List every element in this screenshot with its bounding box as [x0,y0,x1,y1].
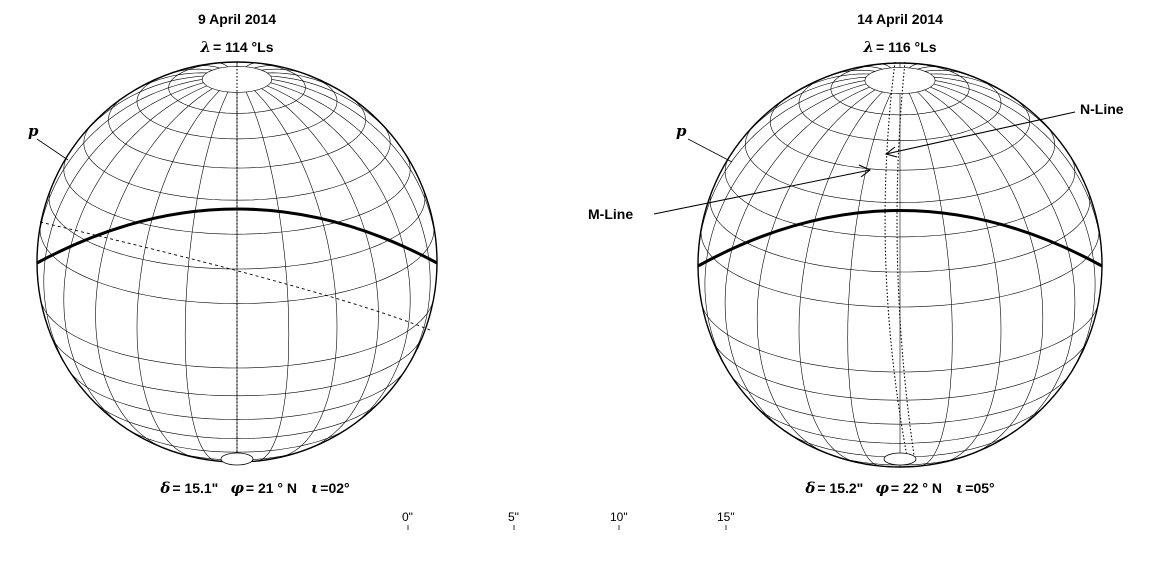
globe-2-dotted-line-b [896,61,916,463]
globe-2-meridian [724,86,870,434]
globe-2-date: 14 April 2014 [857,11,943,27]
globe-2: 14 April 2014 λ = 116 °Ls p N-Line M-Line… [588,11,1124,497]
globe-2-meridian [798,91,883,463]
globe-2-meridian [933,83,1096,382]
globe-2-lambda-symbol: λ [862,38,874,56]
globe-1-iota-value: =02° [320,480,349,496]
globe-1-pole-label: p [28,122,39,140]
globe-1: 9 April 2014 λ = 114 °Ls p δ = 15.1" φ = 21 … [28,11,438,497]
globe-2-meridian [908,93,953,467]
globe-2-m-line-arrowhead [858,164,872,178]
globe-1-meridian [63,85,208,429]
globe-2-south-pole-cap [883,452,917,466]
globe-2-parameters: δ = 15.2" φ = 22 ° N ι =05° [804,479,994,497]
globe-2-lambda: λ = 116 °Ls [862,38,936,56]
globe-1-meridian [95,88,213,450]
scale-tick-15: 15" [717,510,735,524]
globe-2-m-line-label: M-Line [588,206,633,222]
scale-tick-5: 5" [508,510,519,524]
globe-2-delta-symbol: δ [804,479,815,497]
globe-2-delta-value: = 15.2" [817,480,863,496]
globe-1-meridian [245,62,257,68]
angular-scale: 0" 5" 10" 15" [402,510,735,530]
globe-1-lambda-value: = 114 °Ls [213,39,274,55]
globe-1-meridian [261,88,379,450]
globe-1-date: 9 April 2014 [198,11,276,27]
globe-1-meridian [254,90,338,458]
scale-tick-0: 0" [402,510,413,524]
globe-1-meridian [43,82,204,377]
globe-1-parameters: δ = 15.1" φ = 21 ° N ι =02° [159,479,349,497]
globe-1-meridian [217,62,229,68]
globe-2-meridian [935,80,1103,266]
globe-2-meridian [697,80,865,266]
globe-1-meridian [136,90,220,458]
globe-2-equator [697,209,1103,268]
globe-2-meridian [880,63,892,69]
globe-1-lambda: λ = 114 °Ls [199,38,273,56]
globe-1-iota-symbol: ι [311,479,318,497]
globe-2-iota-value: =05° [965,480,994,496]
globe-2-graticule [697,62,1103,467]
globe-1-meridian [245,91,290,462]
globe-1-lambda-symbol: λ [199,38,211,56]
globe-2-pole-label: p [676,122,687,140]
globe-1-meridian [271,79,438,263]
globe-2-meridian [704,83,867,382]
globe-2-n-line-arrow [885,111,1076,155]
globe-2-meridian [908,63,920,69]
globe-1-meridian [270,82,431,377]
globe-2-pole-leader [687,138,733,163]
globe-2-meridian [847,93,892,467]
globe-1-graticule [36,61,438,462]
globe-2-meridian [933,76,1063,145]
globe-2-limb [697,62,1103,468]
globe-1-phi-value: = 21 ° N [246,480,297,496]
globe-1-dashed-line [39,221,431,331]
globe-1-delta-value: = 15.1" [172,480,218,496]
globe-1-delta-symbol: δ [159,479,170,497]
globe-2-phi-value: = 22 ° N [891,480,942,496]
globe-1-equator [36,207,438,265]
globe-1-meridian [266,85,411,429]
globe-1-pole-leader [36,138,69,161]
globe-2-lambda-value: = 116 °Ls [876,39,937,55]
globe-1-meridian [36,79,203,263]
globe-2-meridian [924,89,1044,455]
globe-2-meridian [930,86,1076,434]
globe-2-n-line-label: N-Line [1080,101,1124,117]
globe-2-meridian [917,91,1002,463]
globe-1-south-pole-cap [220,452,254,466]
globe-1-meridian [184,91,229,462]
globe-2-parallel [864,67,936,94]
globe-2-phi-symbol: φ [875,479,889,497]
globe-2-meridian [756,89,876,455]
globe-2-iota-symbol: ι [956,479,963,497]
globe-2-m-line-arrow [653,169,871,215]
globe-1-phi-symbol: φ [230,479,244,497]
globe-2-meridian [737,76,867,145]
scale-tick-10: 10" [610,510,628,524]
globe-2-n-line-arrowhead [884,146,898,158]
globe-2-dotted-line-a [884,61,909,463]
